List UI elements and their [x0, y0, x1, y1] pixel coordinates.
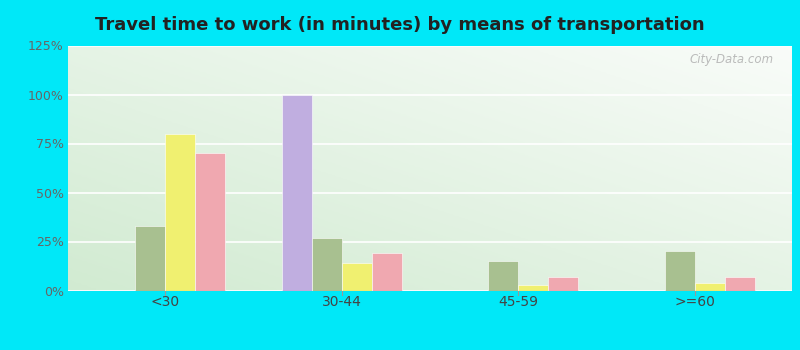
Bar [665, 251, 695, 290]
Bar [548, 277, 578, 290]
Bar [342, 263, 372, 290]
Text: City-Data.com: City-Data.com [690, 53, 774, 66]
Bar [372, 253, 402, 290]
Text: Travel time to work (in minutes) by means of transportation: Travel time to work (in minutes) by mean… [95, 16, 705, 34]
Bar [195, 153, 225, 290]
Bar [282, 94, 312, 290]
Bar [725, 277, 755, 290]
Bar [695, 283, 725, 290]
Bar [312, 238, 342, 290]
Bar [488, 261, 518, 290]
Bar [518, 285, 548, 290]
Bar [165, 134, 195, 290]
Bar [135, 226, 165, 290]
